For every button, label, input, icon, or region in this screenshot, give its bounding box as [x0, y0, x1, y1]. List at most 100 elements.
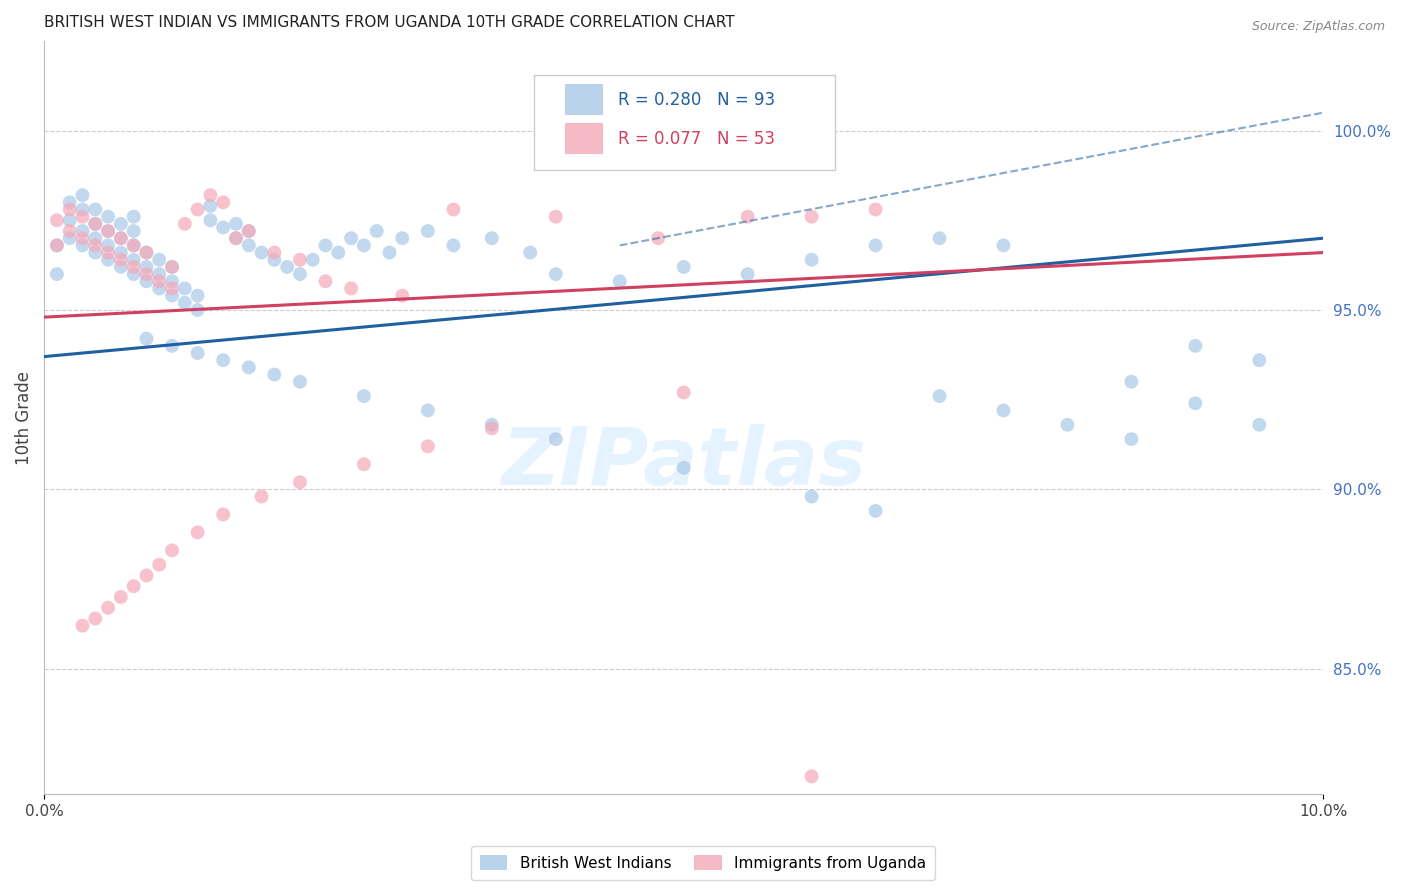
Point [672, 260, 695, 274]
Point [225, 217, 247, 231]
Point [173, 281, 195, 295]
Point [340, 281, 363, 295]
Point [672, 385, 695, 400]
Point [122, 224, 145, 238]
Point [928, 389, 950, 403]
Point [59, 202, 82, 217]
Point [72, 618, 94, 632]
Point [353, 389, 375, 403]
Point [45, 267, 67, 281]
Text: BRITISH WEST INDIAN VS IMMIGRANTS FROM UGANDA 10TH GRADE CORRELATION CHART: BRITISH WEST INDIAN VS IMMIGRANTS FROM U… [44, 15, 735, 30]
Text: ZIPatlas: ZIPatlas [501, 424, 866, 502]
Point [1121, 375, 1143, 389]
Point [544, 210, 567, 224]
Point [200, 199, 222, 213]
Point [45, 213, 67, 227]
Point [366, 224, 388, 238]
Point [110, 231, 132, 245]
Point [45, 238, 67, 252]
Point [187, 302, 209, 317]
Point [212, 353, 235, 368]
Text: Source: ZipAtlas.com: Source: ZipAtlas.com [1251, 20, 1385, 33]
Point [800, 252, 823, 267]
Point [225, 231, 247, 245]
Point [1249, 353, 1271, 368]
Point [97, 224, 120, 238]
Point [416, 439, 439, 453]
Point [1184, 339, 1206, 353]
Point [800, 769, 823, 783]
Point [263, 368, 285, 382]
Point [160, 260, 183, 274]
Point [187, 288, 209, 302]
Point [238, 238, 260, 252]
Point [135, 274, 157, 288]
Point [148, 267, 170, 281]
Point [72, 238, 94, 252]
Point [288, 267, 311, 281]
Point [59, 195, 82, 210]
FancyBboxPatch shape [534, 75, 835, 170]
Point [301, 252, 323, 267]
Point [110, 217, 132, 231]
Point [45, 238, 67, 252]
Point [72, 188, 94, 202]
Point [72, 231, 94, 245]
Point [993, 403, 1015, 417]
Point [1249, 417, 1271, 432]
Point [200, 188, 222, 202]
Point [122, 267, 145, 281]
Point [672, 460, 695, 475]
Point [122, 579, 145, 593]
Legend: British West Indians, Immigrants from Uganda: British West Indians, Immigrants from Ug… [471, 846, 935, 880]
Point [544, 432, 567, 446]
Point [800, 490, 823, 504]
Point [250, 245, 273, 260]
Point [353, 238, 375, 252]
Point [187, 202, 209, 217]
Point [865, 238, 887, 252]
Point [84, 611, 107, 625]
Point [160, 288, 183, 302]
Point [250, 490, 273, 504]
Point [865, 202, 887, 217]
Point [97, 245, 120, 260]
Point [288, 252, 311, 267]
Point [110, 252, 132, 267]
Point [263, 245, 285, 260]
Point [59, 213, 82, 227]
Point [212, 195, 235, 210]
Point [148, 558, 170, 572]
Point [97, 224, 120, 238]
Point [97, 210, 120, 224]
Point [993, 238, 1015, 252]
Point [160, 543, 183, 558]
Point [135, 245, 157, 260]
Point [135, 245, 157, 260]
Point [84, 238, 107, 252]
Point [391, 288, 413, 302]
Point [148, 281, 170, 295]
Point [187, 525, 209, 540]
Point [353, 457, 375, 471]
Point [225, 231, 247, 245]
Point [135, 267, 157, 281]
Point [315, 274, 337, 288]
Point [72, 210, 94, 224]
Point [110, 231, 132, 245]
Point [122, 260, 145, 274]
Point [110, 590, 132, 604]
Point [238, 360, 260, 375]
Point [800, 210, 823, 224]
Bar [565, 123, 603, 154]
Point [148, 252, 170, 267]
Point [519, 245, 541, 260]
Point [110, 245, 132, 260]
Point [97, 600, 120, 615]
Point [72, 202, 94, 217]
Point [865, 504, 887, 518]
Point [391, 231, 413, 245]
Point [135, 260, 157, 274]
Point [200, 213, 222, 227]
Text: R = 0.280   N = 93: R = 0.280 N = 93 [619, 91, 776, 109]
